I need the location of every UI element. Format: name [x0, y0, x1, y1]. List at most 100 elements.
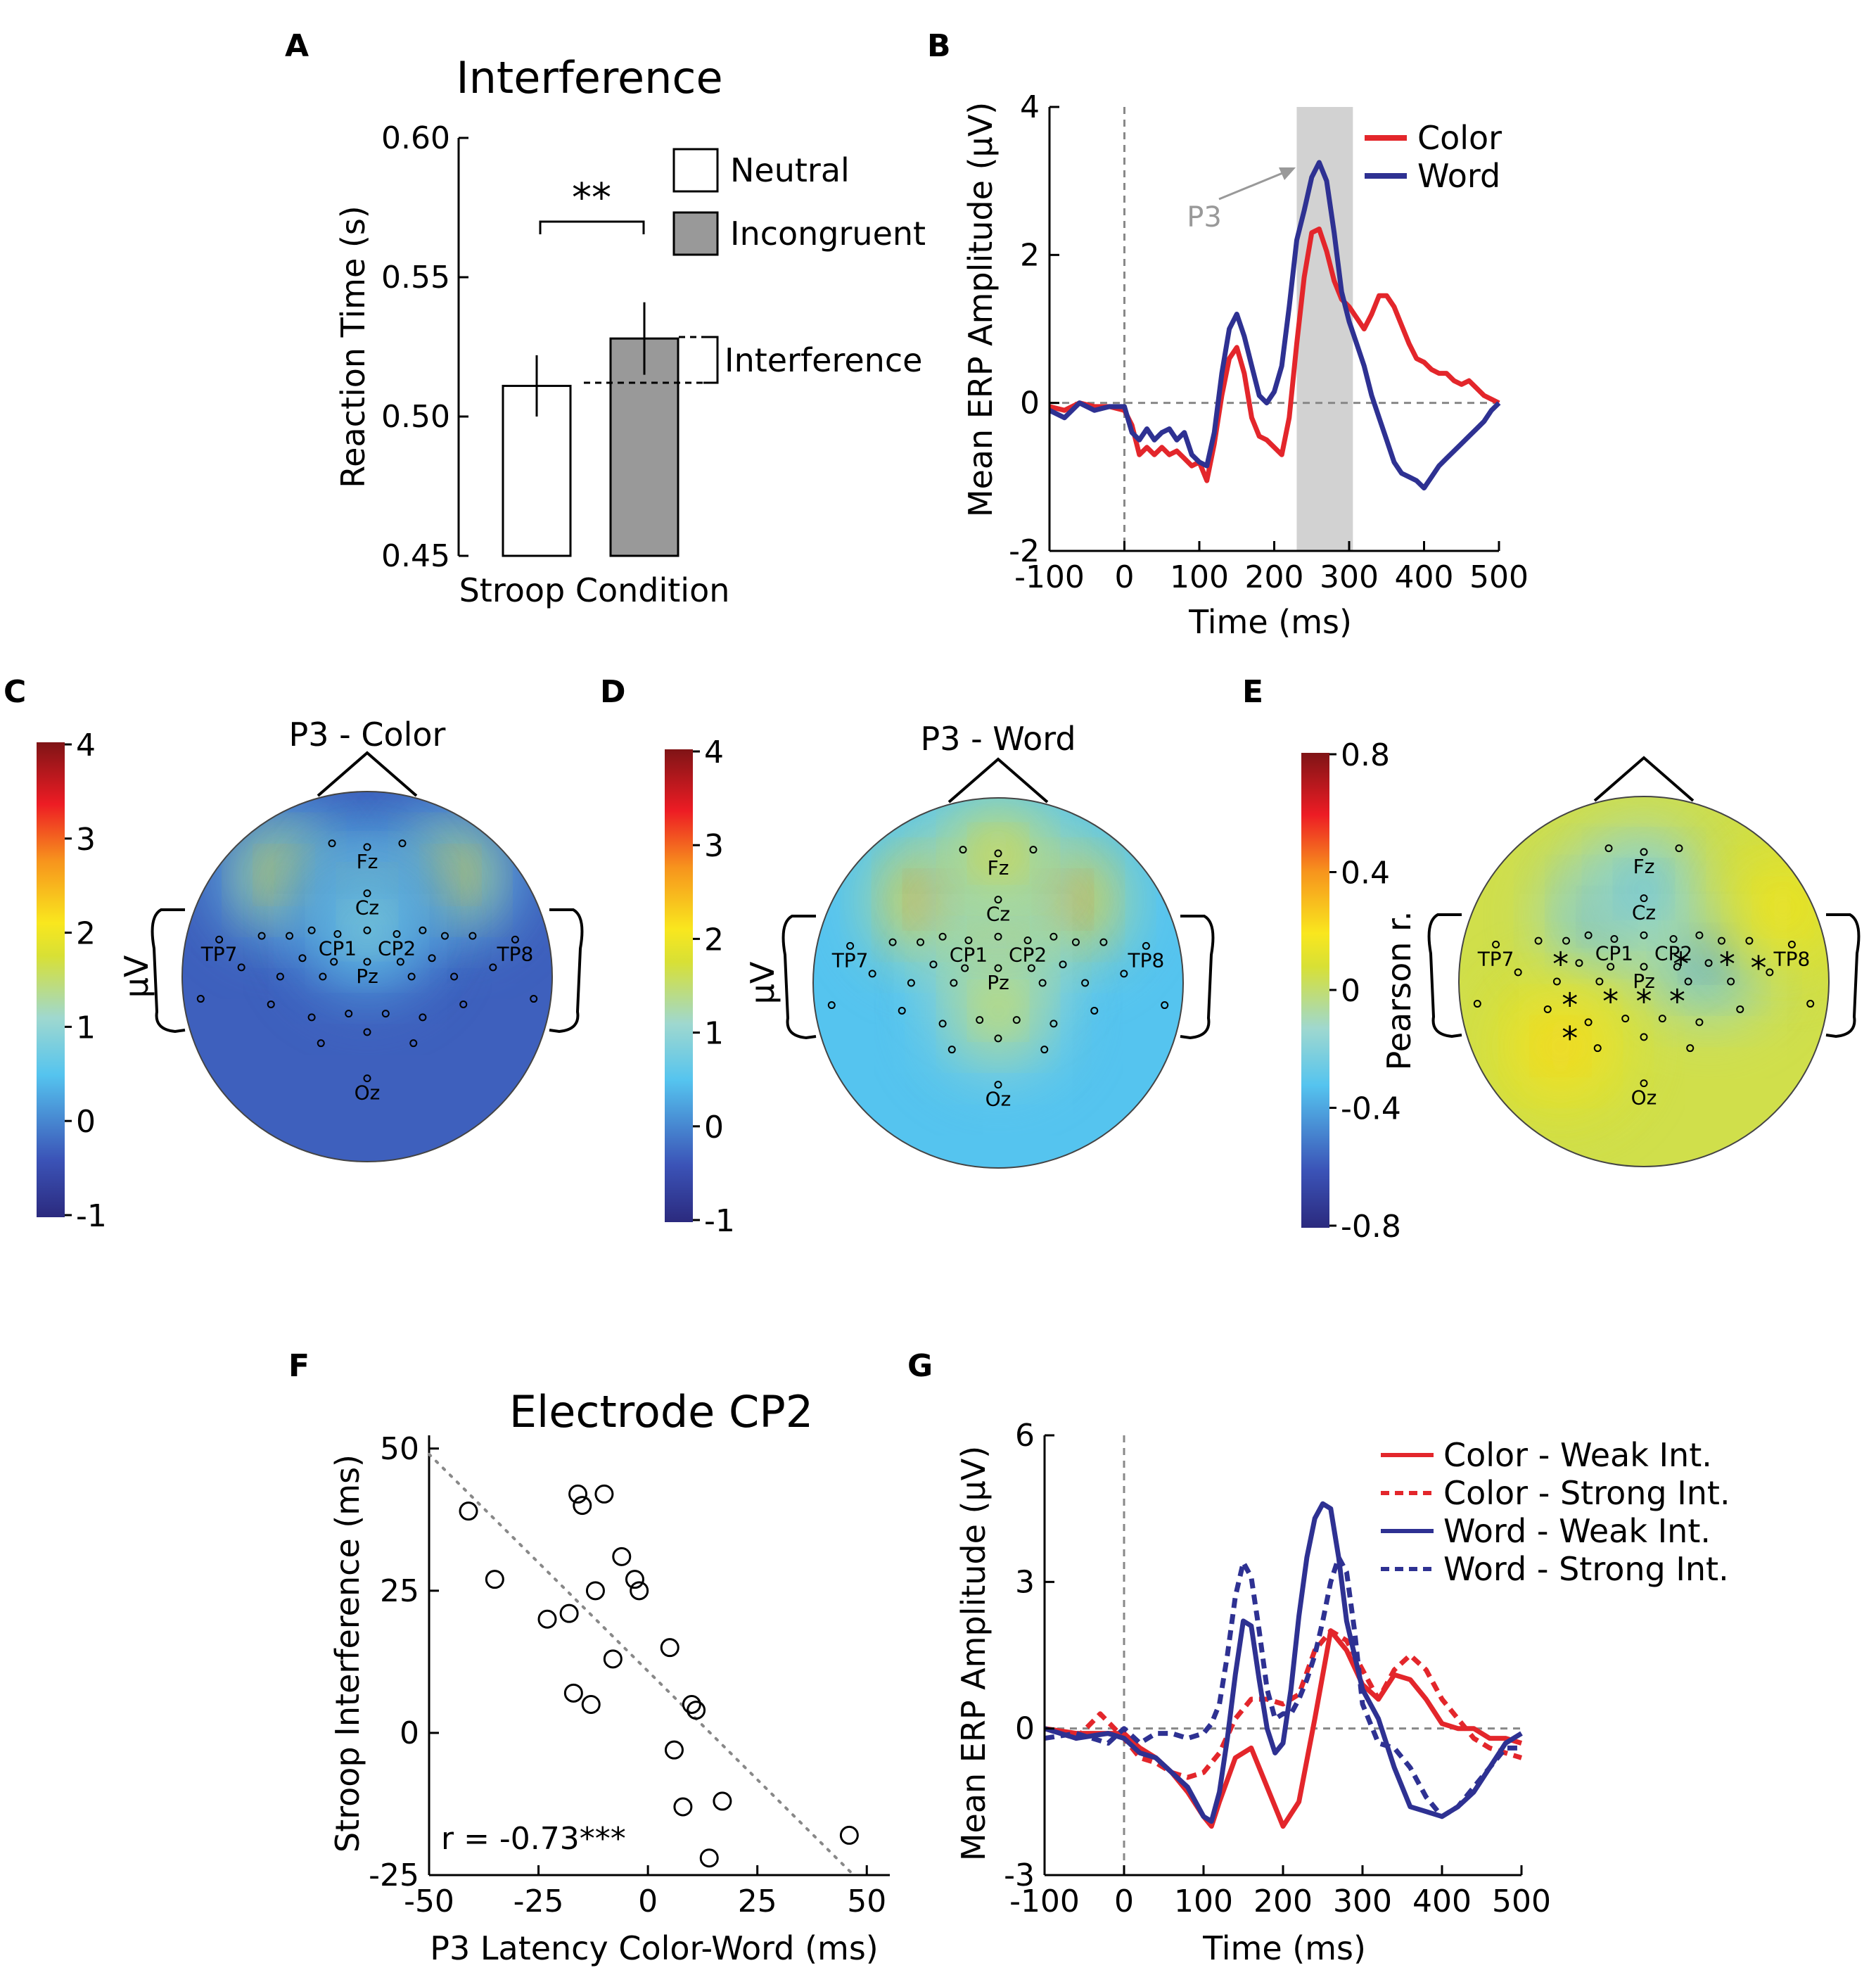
significance-stars: ** — [572, 175, 611, 221]
electrode-marker — [1595, 977, 1604, 986]
y-tick-label: 0 — [1015, 1711, 1035, 1747]
electrode-marker — [1081, 979, 1090, 987]
panel-a-y-tick-label: 0.60 — [381, 120, 450, 156]
scalp-outline — [1458, 796, 1830, 1167]
electrode-marker — [196, 995, 205, 1003]
electrode-marker — [959, 846, 967, 854]
significance-asterisk: * — [1562, 986, 1578, 1024]
colorbar-e-label: Pearson r. — [1380, 911, 1418, 1071]
electrode-marker — [1049, 932, 1058, 941]
panel-b-line-chart: -100 0 100 200 300 400 500 -2 0 2 4 Mean ERP Ampli… — [962, 89, 1529, 641]
electrode-label: Fz — [988, 856, 1009, 879]
panel-b-x-label: Time (ms) — [1188, 603, 1352, 641]
significance-asterisk: * — [1636, 982, 1652, 1020]
scatter-point — [485, 1570, 504, 1589]
electrode-marker — [1023, 936, 1032, 945]
electrode-marker — [1766, 968, 1774, 977]
electrode-marker — [961, 964, 969, 972]
electrode-marker — [1640, 1079, 1648, 1088]
legend-label-word: Word — [1417, 157, 1500, 195]
electrode-marker — [929, 960, 938, 969]
electrode-marker — [1012, 1016, 1021, 1024]
electrode-marker — [1040, 1046, 1049, 1054]
electrode-marker — [1607, 963, 1615, 971]
scatter-point — [713, 1791, 732, 1811]
y-tick-label: 0 — [1020, 386, 1040, 421]
electrode-label: Cz — [986, 903, 1010, 926]
electrode-marker — [1745, 936, 1754, 945]
panel-label-g: G — [907, 1348, 933, 1384]
electrode-marker — [1029, 846, 1038, 854]
x-tick-label: -100 — [1009, 1884, 1080, 1919]
left-ear — [781, 915, 817, 1040]
electrode-marker — [950, 979, 958, 987]
electrode-label: CP1 — [1595, 942, 1633, 965]
scatter-point — [699, 1848, 719, 1868]
nose — [317, 751, 418, 797]
legend-label: Color - Strong Int. — [1443, 1474, 1730, 1512]
colorbar-tick-label: -0.4 — [1341, 1091, 1401, 1127]
electrode-marker — [1604, 844, 1613, 853]
electrode-marker — [1059, 960, 1067, 969]
electrode-marker — [1669, 935, 1678, 944]
electrode-marker — [330, 958, 338, 966]
electrode-marker — [1049, 1020, 1058, 1028]
panel-label-b: B — [927, 28, 951, 64]
panel-a-y-ticks: 0.45 0.50 0.55 0.60 — [381, 120, 468, 574]
electrode-marker — [530, 995, 538, 1003]
series-line-word-weak-int — [1043, 1501, 1523, 1824]
colorbar-tick-label: -1 — [704, 1203, 735, 1239]
scalp-hotspot — [1541, 1027, 1581, 1066]
x-tick-label: 0 — [1115, 559, 1135, 595]
electrode-marker — [994, 849, 1002, 858]
electrode-marker — [846, 941, 855, 950]
panel-e-topomap: 0.8 0.4 0 -0.4 -0.8 Pearson r. Fz Cz CP1 CP2 TP7… — [1301, 737, 1861, 1245]
panel-label-a: A — [285, 28, 309, 64]
electrode-marker — [511, 935, 519, 944]
electrode-marker — [363, 843, 371, 851]
scatter-point — [630, 1581, 649, 1601]
electrode-marker — [363, 926, 371, 934]
scatter-point — [568, 1484, 588, 1504]
electrode-marker — [1027, 964, 1035, 972]
colorbar-tick-label: 0 — [1341, 973, 1360, 1009]
electrode-marker — [1787, 940, 1796, 948]
electrode-marker — [381, 1010, 390, 1018]
electrode-marker — [1514, 968, 1522, 977]
electrode-label: TP7 — [1477, 947, 1514, 970]
panel-d-title: P3 - Word — [920, 720, 1076, 758]
panel-d-topomap: 4 3 2 1 0 -1 µV P3 - Word Fz Cz CP1 CP2 TP7 TP8 Pz O… — [665, 720, 1215, 1239]
colorbar-c — [37, 742, 65, 1217]
electrode-marker — [1575, 959, 1583, 967]
electrode-marker — [1736, 1005, 1744, 1013]
panel-g-x-label: Time (ms) — [1202, 1929, 1366, 1967]
electrode-marker — [450, 972, 459, 981]
scatter-point — [537, 1609, 557, 1629]
electrode-marker — [298, 954, 307, 963]
scatter-point — [563, 1683, 583, 1703]
colorbar-tick-label: 3 — [76, 822, 96, 858]
electrode-marker — [1473, 1000, 1481, 1008]
scatter-point — [612, 1547, 632, 1566]
electrode-marker — [419, 1013, 427, 1022]
panel-label-f: F — [288, 1348, 310, 1384]
electrode-label: CP1 — [950, 944, 988, 967]
electrode-label: Pz — [356, 965, 378, 988]
electrode-marker — [994, 1081, 1002, 1089]
left-ear — [151, 908, 186, 1034]
electrode-marker — [1695, 931, 1704, 939]
electrode-marker — [947, 1046, 956, 1054]
y-tick-label: 3 — [1015, 1564, 1035, 1600]
y-tick-label: -25 — [369, 1857, 419, 1893]
colorbar-tick-label: 0.8 — [1341, 737, 1390, 773]
panel-a-title: Interference — [456, 52, 722, 103]
electrode-marker — [1584, 931, 1593, 939]
legend-label-color: Color — [1417, 119, 1502, 157]
y-tick-label: -2 — [1009, 533, 1040, 569]
scalp-outline — [812, 797, 1184, 1169]
panel-c-title: P3 - Color — [289, 716, 446, 754]
electrode-marker — [363, 958, 371, 966]
electrode-label: CP2 — [378, 937, 416, 960]
scatter-point — [581, 1695, 601, 1714]
